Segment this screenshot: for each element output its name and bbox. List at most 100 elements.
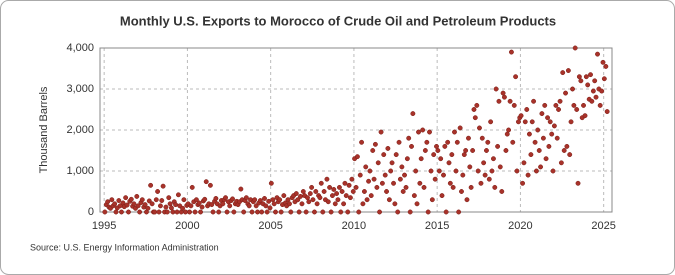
- point: [403, 184, 409, 190]
- point: [367, 168, 373, 174]
- point: [312, 209, 317, 215]
- point: [371, 176, 377, 182]
- point: [360, 201, 366, 207]
- point: [486, 176, 492, 182]
- y-axis-label: Thousand Barrels: [38, 86, 50, 173]
- point: [564, 143, 570, 149]
- point: [252, 197, 258, 203]
- point: [535, 127, 541, 133]
- point: [481, 160, 487, 166]
- point: [300, 189, 306, 194]
- point: [318, 180, 324, 186]
- point: [531, 98, 537, 104]
- y-tick-label: 2,000: [66, 124, 94, 136]
- point: [539, 111, 545, 117]
- point: [397, 176, 403, 182]
- point: [500, 90, 506, 96]
- point: [471, 107, 477, 112]
- point: [157, 203, 163, 209]
- point: [543, 156, 549, 162]
- chart-title: Monthly U.S. Exports to Morocco of Crude…: [120, 13, 556, 28]
- point: [345, 209, 351, 215]
- point: [131, 201, 137, 207]
- point: [553, 102, 559, 108]
- y-tick-label: 1,000: [66, 165, 94, 177]
- point: [271, 201, 277, 207]
- x-tick-label: 2005: [258, 220, 282, 232]
- point: [368, 193, 374, 199]
- point: [520, 180, 526, 186]
- point: [224, 209, 230, 215]
- point: [447, 180, 453, 186]
- point: [411, 193, 417, 199]
- point: [153, 197, 159, 203]
- point: [181, 197, 187, 203]
- point: [203, 179, 209, 185]
- point: [356, 209, 362, 215]
- y-tick-label: 3,000: [66, 83, 94, 95]
- point: [404, 156, 410, 162]
- point: [216, 209, 222, 215]
- point: [343, 193, 349, 199]
- point: [202, 196, 208, 202]
- point: [209, 202, 215, 208]
- point: [230, 196, 235, 202]
- point: [506, 127, 512, 133]
- x-tick-label: 2015: [425, 220, 449, 232]
- point: [189, 184, 195, 190]
- point: [364, 197, 370, 203]
- point: [359, 139, 365, 145]
- point: [296, 209, 302, 215]
- point: [273, 209, 278, 215]
- point: [170, 209, 176, 215]
- point: [496, 98, 502, 104]
- point: [529, 119, 535, 125]
- point: [546, 143, 552, 149]
- point: [307, 191, 313, 197]
- point: [116, 198, 122, 203]
- point: [287, 201, 292, 207]
- point: [243, 195, 249, 201]
- point: [392, 201, 398, 207]
- point: [357, 172, 363, 178]
- point: [298, 193, 303, 199]
- point: [324, 176, 330, 182]
- point: [370, 148, 376, 153]
- point: [463, 148, 469, 153]
- point: [479, 135, 485, 141]
- point: [134, 193, 140, 199]
- point: [410, 111, 416, 117]
- point: [485, 139, 491, 145]
- point: [589, 98, 595, 104]
- point: [590, 88, 596, 94]
- point: [540, 135, 546, 141]
- point: [567, 152, 573, 158]
- point: [574, 107, 580, 112]
- point: [389, 160, 395, 166]
- point: [532, 139, 538, 145]
- point: [126, 209, 131, 215]
- point: [400, 189, 406, 194]
- point: [335, 197, 341, 203]
- point: [320, 209, 326, 215]
- point: [223, 195, 228, 201]
- point: [334, 191, 340, 197]
- point: [456, 209, 462, 215]
- point: [361, 189, 367, 194]
- point: [464, 197, 470, 203]
- point: [349, 176, 355, 182]
- x-tick-label: 2025: [591, 220, 615, 232]
- point: [466, 135, 471, 141]
- point: [124, 202, 130, 208]
- point: [339, 189, 345, 194]
- point: [137, 209, 143, 215]
- point: [270, 197, 276, 203]
- point: [503, 148, 509, 153]
- point: [295, 197, 301, 203]
- point: [416, 129, 421, 135]
- point: [435, 148, 441, 153]
- point: [327, 184, 333, 190]
- point: [452, 129, 457, 135]
- point: [210, 209, 216, 215]
